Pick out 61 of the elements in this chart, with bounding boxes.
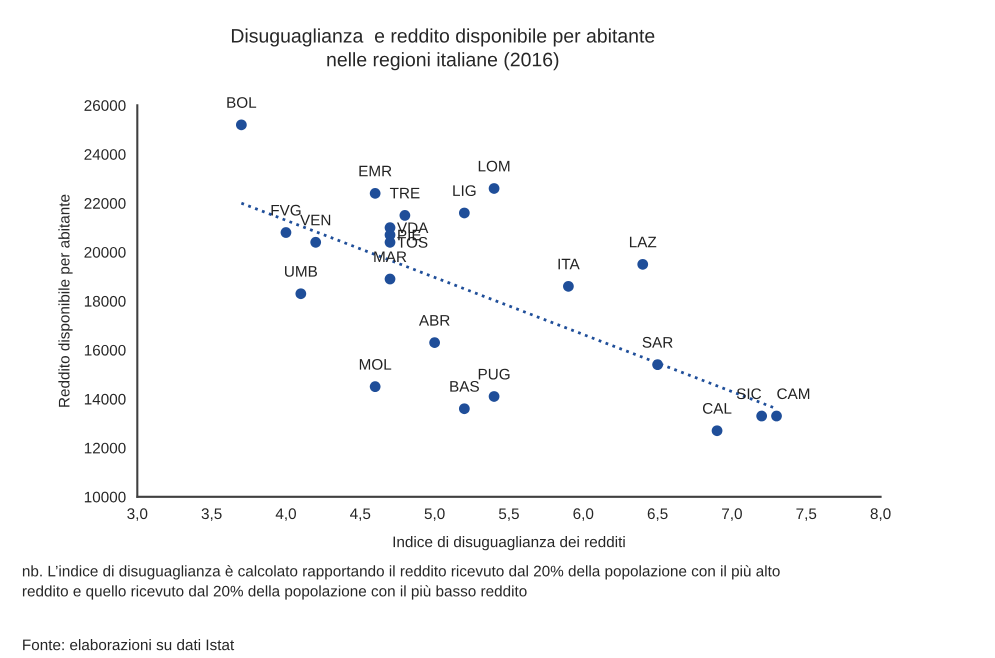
y-tick-label: 22000 xyxy=(84,198,126,209)
y-tick-label: 24000 xyxy=(84,149,126,160)
data-label: LOM xyxy=(478,160,510,172)
data-label: ITA xyxy=(558,258,580,270)
x-tick-label: 5,0 xyxy=(424,508,445,521)
point xyxy=(458,403,470,414)
data-label: ABR xyxy=(418,315,450,326)
point xyxy=(637,258,648,270)
x-tick-label: 4,5 xyxy=(350,508,370,521)
data-label: PUG xyxy=(478,368,510,380)
point xyxy=(563,280,574,292)
point xyxy=(310,236,322,248)
source-note: Fonte: elaborazioni su dati Istat xyxy=(23,639,234,650)
data-label: SAR xyxy=(642,336,673,348)
data-label: BOL xyxy=(227,97,256,108)
x-tick-label: 6,5 xyxy=(648,508,668,521)
y-tick-label: 18000 xyxy=(84,296,126,307)
point xyxy=(488,391,500,402)
text: nb. L’indice di disuguaglianza è calcolato rapportando il reddito ricevuto dal 20% della popolazione con il più alto reddito e quello ricevuto dal 20% della popolazione con il più basso reddito xyxy=(22,565,780,600)
point xyxy=(280,227,292,238)
point xyxy=(429,337,440,348)
data-label: TRE xyxy=(390,188,420,198)
x-tick-label: 3,0 xyxy=(127,508,148,521)
data-label: LAZ xyxy=(630,236,656,248)
data-label: CAL xyxy=(702,402,732,414)
x-tick-label: 4,0 xyxy=(276,508,296,521)
chart-title: Disuguaglianza e reddito disponibile per abitante nelle regioni italiane (2016) xyxy=(232,28,654,70)
data-label: CAM xyxy=(777,388,810,400)
data-label: VEN xyxy=(300,214,330,226)
point xyxy=(370,381,381,392)
x-tick-label: 7,0 xyxy=(722,508,742,521)
point xyxy=(370,188,381,199)
y-tick-label: 12000 xyxy=(84,442,126,454)
point xyxy=(488,183,500,194)
x-tick-label: 7,5 xyxy=(796,508,816,521)
data-label: BAS xyxy=(450,380,479,392)
y-axis-title: Reddito disponibile per abitante xyxy=(58,194,73,407)
data-label: MOL xyxy=(360,358,392,370)
point xyxy=(384,274,396,284)
y-tick-label: 20000 xyxy=(84,246,126,258)
y-tick-label: 26000 xyxy=(84,100,126,111)
point xyxy=(712,425,722,436)
data-label: UMB xyxy=(285,266,317,277)
y-tick-label: 16000 xyxy=(84,344,126,356)
point xyxy=(295,288,306,300)
x-tick-label: 5,5 xyxy=(498,508,519,521)
x-tick-label: 8,0 xyxy=(870,508,891,521)
x-axis-title: Indice di disuguaglianza dei redditi xyxy=(394,536,625,550)
data-label: EMR xyxy=(359,166,392,176)
point xyxy=(771,410,782,422)
y-tick-label: 10000 xyxy=(84,492,126,502)
point xyxy=(400,210,410,221)
data-label: LIG xyxy=(453,185,476,196)
x-tick-label: 3,5 xyxy=(202,508,222,521)
x-tick-label: 6,0 xyxy=(573,508,594,521)
point xyxy=(652,359,663,370)
point xyxy=(756,410,768,422)
point xyxy=(458,208,470,218)
y-tick-label: 14000 xyxy=(84,394,126,405)
point xyxy=(236,119,247,130)
data-label: FVG xyxy=(272,204,301,216)
